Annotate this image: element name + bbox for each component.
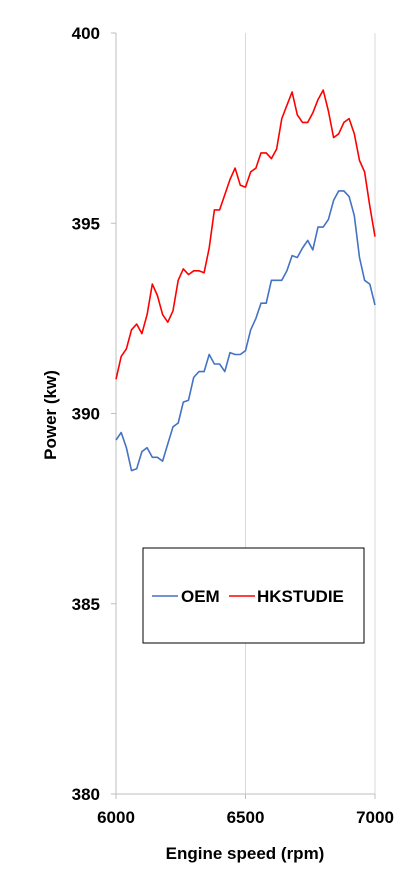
y-axis-label: Power (kw) <box>41 370 60 460</box>
x-tick-label-1: 6500 <box>227 808 265 827</box>
y-tick-label-2: 390 <box>72 405 100 424</box>
grid-layer <box>116 33 375 794</box>
legend: OEM HKSTUDIE <box>143 548 364 643</box>
tick-label-layer: 380 385 390 395 400 6000 6500 7000 <box>72 24 394 827</box>
y-tick-label-3: 395 <box>72 214 100 233</box>
x-axis-label: Engine speed (rpm) <box>166 844 325 863</box>
legend-label-hkstudie: HKSTUDIE <box>257 587 344 606</box>
axis-layer <box>111 33 375 799</box>
x-tick-label-2: 7000 <box>356 808 394 827</box>
x-tick-label-0: 6000 <box>97 808 135 827</box>
y-tick-label-0: 380 <box>72 785 100 804</box>
legend-label-oem: OEM <box>181 587 220 606</box>
y-tick-label-4: 400 <box>72 24 100 43</box>
y-tick-label-1: 385 <box>72 595 100 614</box>
